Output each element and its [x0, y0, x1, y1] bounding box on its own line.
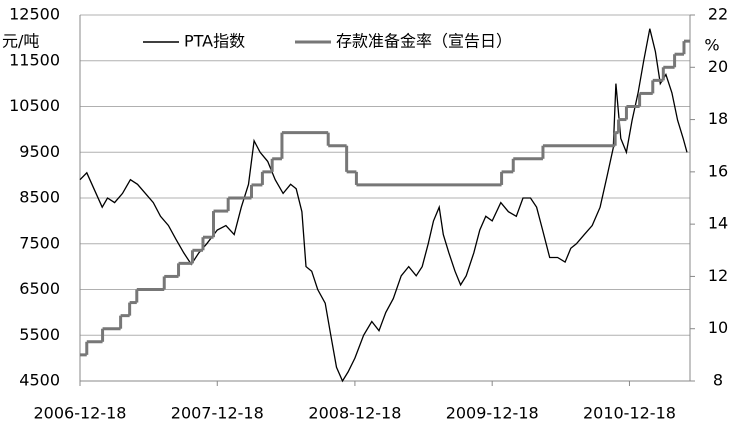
y-tick-label: 12500	[9, 5, 60, 24]
legend-label: 存款准备金率（宣告日）	[336, 32, 512, 51]
line	[79, 28, 688, 383]
x-tick-label: 2009-12-18	[446, 404, 539, 423]
y2-axis-label: %	[704, 36, 719, 55]
x-tick-label: 2006-12-18	[34, 404, 127, 423]
x-tick-label: 2010-12-18	[583, 404, 676, 423]
y2-tick-label: 10	[708, 318, 728, 337]
y2-tick-label: 20	[708, 57, 728, 76]
y-tick-label: 9500	[19, 142, 60, 161]
y-tick-label: 6500	[19, 279, 60, 298]
y2-tick-label: 18	[708, 109, 728, 128]
y2-tick-label: 22	[708, 5, 728, 24]
y2-tick-label: 14	[708, 214, 728, 233]
y-axis-label: 元/吨	[2, 32, 39, 51]
y2-tick-label: 12	[708, 266, 728, 285]
y2-tick-label: 16	[708, 161, 728, 180]
y2-tick-label: 8	[713, 371, 723, 390]
y-tick-label: 10500	[9, 96, 60, 115]
y-tick-label: 4500	[19, 371, 60, 390]
legend-label: PTA指数	[184, 32, 245, 51]
y-tick-label: 7500	[19, 233, 60, 252]
y-tick-label: 5500	[19, 325, 60, 344]
y-tick-label: 11500	[9, 50, 60, 69]
x-tick-label: 2007-12-18	[171, 404, 264, 423]
x-tick-label: 2008-12-18	[308, 404, 401, 423]
y-tick-label: 8500	[19, 188, 60, 207]
